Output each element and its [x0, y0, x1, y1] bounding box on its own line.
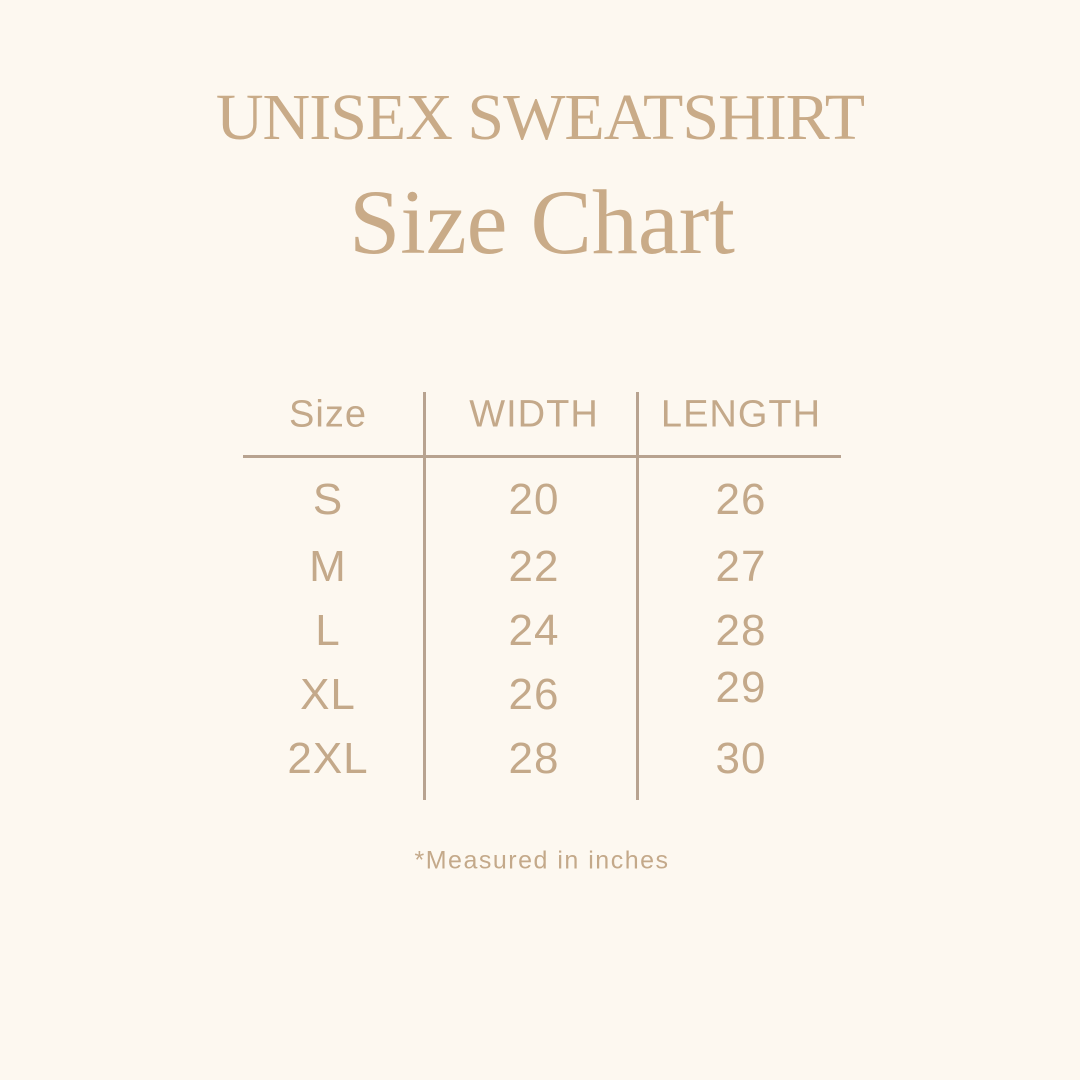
cell-width: 20: [508, 475, 560, 524]
footnote: *Measured in inches: [414, 846, 670, 875]
cell-size: 2XL: [287, 734, 369, 783]
header-length: LENGTH: [660, 393, 822, 436]
title: UNISEX SWEATSHIRT: [215, 81, 865, 154]
cell-size: M: [309, 542, 347, 591]
header-divider: [243, 455, 841, 458]
cell-size: XL: [300, 670, 356, 719]
cell-length: 26: [715, 475, 767, 524]
cell-length: 29: [715, 663, 767, 712]
cell-width: 26: [508, 670, 560, 719]
cell-length: 30: [715, 734, 767, 783]
cell-size: L: [315, 606, 341, 655]
cell-length: 28: [715, 606, 767, 655]
cell-length: 27: [715, 542, 767, 591]
header-width: WIDTH: [469, 393, 599, 436]
header-size: Size: [289, 393, 367, 436]
cell-width: 24: [508, 606, 560, 655]
cell-width: 28: [508, 734, 560, 783]
column-divider: [423, 392, 426, 800]
subtitle: Size Chart: [349, 171, 735, 273]
cell-size: S: [312, 475, 344, 524]
column-divider: [636, 392, 639, 800]
cell-width: 22: [508, 542, 560, 591]
